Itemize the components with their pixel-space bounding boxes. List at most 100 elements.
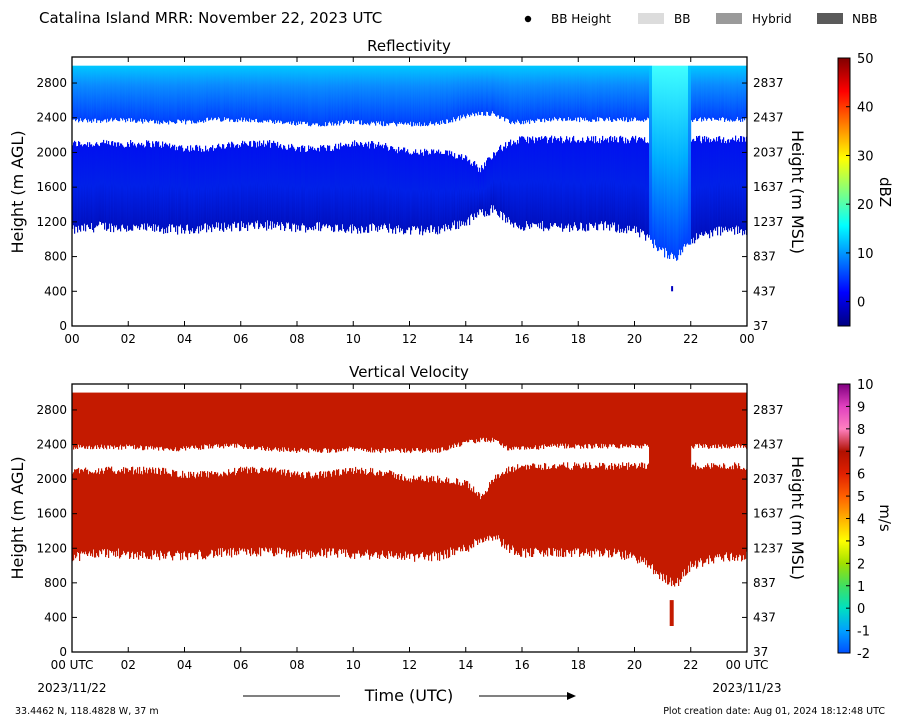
reflectivity-echo-column bbox=[622, 136, 624, 229]
velocity-echo-column bbox=[639, 463, 641, 563]
velocity-echo-column bbox=[276, 392, 278, 450]
velocity-echo-column bbox=[661, 392, 663, 575]
velocity-echo-column bbox=[113, 472, 115, 556]
reflectivity-echo-column bbox=[595, 65, 597, 122]
reflectivity-echo-column bbox=[390, 65, 392, 124]
velocity-echo-column bbox=[180, 392, 182, 448]
velocity-echo-column bbox=[106, 392, 108, 450]
reflectivity-echo-column bbox=[623, 65, 625, 118]
reflectivity-echo-column bbox=[615, 139, 617, 232]
reflectivity-echo-column bbox=[560, 65, 562, 118]
velocity-echo-column bbox=[195, 392, 197, 446]
reflectivity-echo-column bbox=[726, 143, 728, 231]
reflectivity-echo-column bbox=[600, 65, 602, 118]
velocity-echo-column bbox=[352, 468, 354, 554]
velocity-echo-column bbox=[224, 472, 226, 551]
velocity-echo-column bbox=[417, 479, 419, 555]
velocity-echo-column bbox=[489, 482, 491, 536]
reflectivity-echo-column bbox=[729, 142, 731, 231]
reflectivity-echo-column bbox=[286, 149, 288, 223]
velocity-echo-column bbox=[269, 467, 271, 549]
velocity-echo-column bbox=[271, 467, 273, 548]
velocity-echo-column bbox=[571, 468, 573, 557]
velocity-echo-column bbox=[719, 392, 721, 447]
reflectivity-echo-column bbox=[290, 65, 292, 122]
reflectivity-echo-column bbox=[234, 65, 236, 123]
reflectivity-echo-column bbox=[210, 65, 212, 120]
reflectivity-echo-column bbox=[426, 65, 428, 125]
reflectivity-echo-column bbox=[344, 145, 346, 232]
reflectivity-echo-column bbox=[273, 140, 275, 228]
reflectivity-echo-column bbox=[628, 140, 630, 231]
velocity-echo-column bbox=[248, 468, 250, 550]
reflectivity-echo-column bbox=[716, 137, 718, 228]
velocity-echo-column bbox=[584, 467, 586, 554]
reflectivity-echo-column bbox=[633, 137, 635, 229]
y-tick-label-right: 837 bbox=[753, 250, 776, 264]
reflectivity-echo-column bbox=[135, 65, 137, 123]
velocity-echo-column bbox=[297, 471, 299, 550]
velocity-echo-column bbox=[293, 392, 295, 452]
velocity-echo-column bbox=[583, 392, 585, 449]
reflectivity-echo-column bbox=[335, 65, 337, 124]
reflectivity-echo-column bbox=[732, 137, 734, 227]
velocity-echo-column bbox=[127, 468, 129, 552]
velocity-echo-column bbox=[414, 479, 416, 562]
velocity-echo-column bbox=[137, 392, 139, 448]
reflectivity-echo-column bbox=[637, 140, 639, 233]
reflectivity-echo-column bbox=[168, 65, 170, 125]
velocity-echo-column bbox=[279, 470, 281, 548]
reflectivity-echo-column bbox=[125, 146, 127, 229]
velocity-echo-column bbox=[446, 477, 448, 559]
velocity-echo-column bbox=[648, 463, 650, 566]
reflectivity-echo-column bbox=[727, 139, 729, 232]
velocity-echo-column bbox=[206, 476, 208, 556]
velocity-echo-column bbox=[253, 468, 255, 554]
reflectivity-echo-column bbox=[326, 150, 328, 224]
velocity-echo-column bbox=[278, 392, 280, 448]
velocity-echo-column bbox=[453, 392, 455, 448]
velocity-echo-column bbox=[312, 475, 314, 557]
velocity-echo-column bbox=[556, 468, 558, 557]
reflectivity-echo-column bbox=[267, 65, 269, 121]
velocity-echo-column bbox=[101, 468, 103, 555]
velocity-echo-column bbox=[176, 392, 178, 452]
reflectivity-echo-column bbox=[670, 65, 672, 255]
reflectivity-echo-column bbox=[543, 65, 545, 119]
velocity-echo-column bbox=[153, 469, 155, 556]
velocity-echo-column bbox=[579, 465, 581, 557]
velocity-echo-column bbox=[349, 392, 351, 447]
reflectivity-echo-column bbox=[630, 140, 632, 231]
reflectivity-echo-column bbox=[134, 65, 136, 120]
velocity-echo-column bbox=[531, 392, 533, 449]
y-tick-label: 1600 bbox=[36, 180, 67, 194]
reflectivity-echo-column bbox=[253, 65, 255, 121]
velocity-echo-column bbox=[737, 392, 739, 448]
reflectivity-echo-column bbox=[138, 142, 140, 227]
velocity-echo-column bbox=[238, 468, 240, 555]
reflectivity-echo-column bbox=[520, 65, 522, 125]
reflectivity-echo-column bbox=[632, 136, 634, 229]
reflectivity-echo-column bbox=[459, 154, 461, 221]
velocity-echo-column bbox=[404, 476, 406, 560]
reflectivity-echo-column bbox=[576, 142, 578, 228]
reflectivity-echo-column bbox=[225, 148, 227, 228]
reflectivity-echo-column bbox=[646, 65, 648, 120]
reflectivity-echo-column bbox=[243, 65, 245, 120]
reflectivity-echo-column bbox=[486, 160, 488, 217]
velocity-echo-column bbox=[577, 465, 579, 549]
reflectivity-echo-column bbox=[153, 143, 155, 224]
velocity-echo-column bbox=[316, 392, 318, 450]
reflectivity-echo-column bbox=[314, 148, 316, 226]
reflectivity-echo-column bbox=[745, 141, 747, 231]
reflectivity-echo-column bbox=[226, 65, 228, 119]
reflectivity-echo-column bbox=[238, 148, 240, 223]
velocity-echo-column bbox=[428, 392, 430, 450]
reflectivity-echo-column bbox=[480, 65, 482, 116]
reflectivity-echo-column bbox=[464, 158, 466, 226]
velocity-echo-column bbox=[244, 467, 246, 549]
velocity-echo-column bbox=[657, 392, 659, 574]
reflectivity-echo-column bbox=[620, 65, 622, 118]
velocity-echo-column bbox=[305, 478, 307, 550]
reflectivity-echo-column bbox=[486, 65, 488, 112]
